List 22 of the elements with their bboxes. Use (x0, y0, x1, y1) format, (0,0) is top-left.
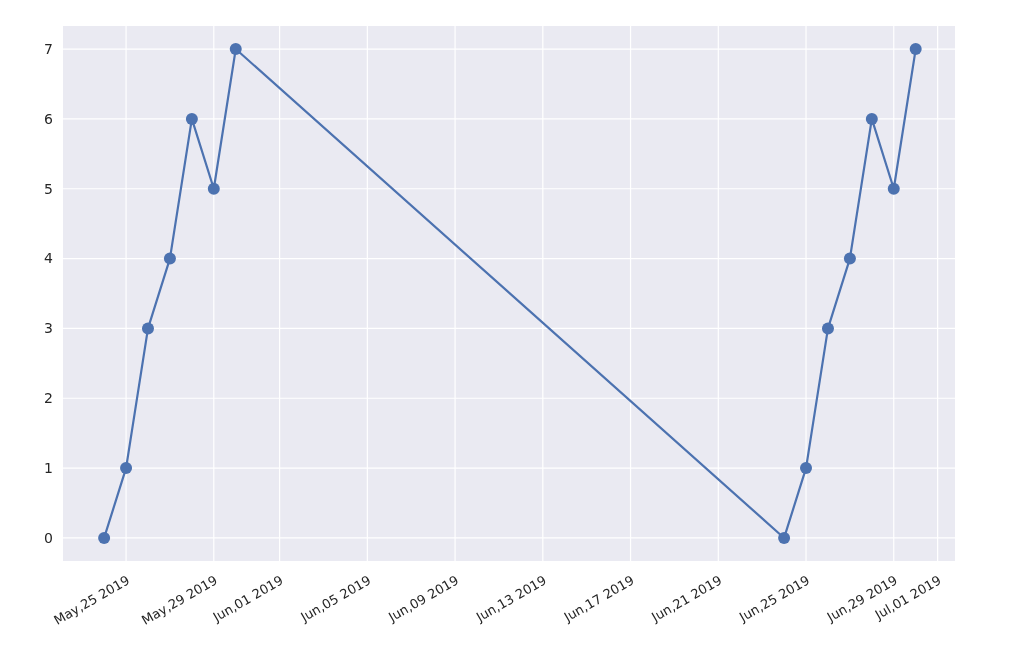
point (865, 112, 878, 125)
point (887, 182, 900, 195)
y-tick-label: 7 (44, 40, 53, 57)
point (843, 252, 856, 265)
point (120, 462, 133, 475)
y-tick-label: 6 (44, 110, 54, 127)
point (778, 531, 791, 544)
point (207, 182, 220, 195)
y-tick-label: 5 (44, 180, 53, 197)
y-tick-label: 4 (44, 250, 54, 267)
point (821, 322, 834, 335)
point (800, 462, 813, 475)
y-tick-label: 0 (44, 529, 53, 546)
point (909, 43, 922, 56)
y-tick-label: 2 (44, 390, 53, 407)
point (163, 252, 176, 265)
point (142, 322, 154, 335)
y-tick-label: 1 (44, 460, 53, 477)
point (98, 531, 111, 544)
point (185, 112, 198, 125)
point (229, 43, 242, 56)
y-tick-label: 3 (44, 320, 53, 337)
